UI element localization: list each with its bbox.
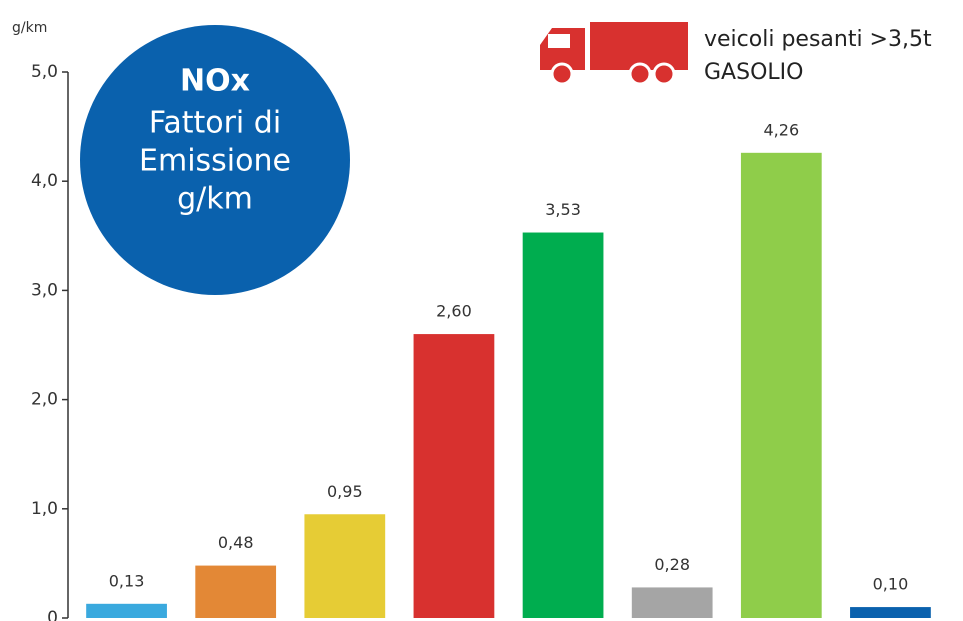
title-badge	[80, 25, 350, 295]
data-label: 0,13	[109, 571, 145, 590]
bar	[304, 514, 386, 618]
y-tick-label: 1,0	[31, 499, 58, 519]
bar	[86, 603, 167, 618]
y-tick-label: 2,0	[31, 390, 58, 410]
bar	[195, 565, 277, 618]
bar	[413, 334, 495, 618]
data-label: 3,53	[545, 200, 581, 219]
y-axis-label: g/km	[12, 20, 47, 36]
annotation: veicoli pesanti >3,5t	[704, 27, 932, 52]
bar	[850, 607, 931, 618]
chart-subtitle: g/km	[177, 182, 253, 217]
data-label: 0,28	[654, 555, 690, 574]
data-label: 0,10	[873, 575, 909, 594]
y-tick-label: 5,0	[31, 62, 58, 82]
data-label: 2,60	[436, 302, 472, 321]
bar	[740, 152, 822, 619]
chart-subtitle: Emissione	[139, 144, 291, 179]
bar	[631, 587, 713, 618]
data-label: 0,95	[327, 482, 363, 501]
data-label: 4,26	[764, 120, 800, 139]
y-tick-label: 0	[47, 608, 58, 621]
data-label: 0,48	[218, 533, 254, 552]
y-tick-label: 4,0	[31, 171, 58, 191]
y-tick-label: 3,0	[31, 280, 58, 300]
annotation: GASOLIO	[704, 60, 803, 85]
bar	[522, 232, 604, 619]
chart-title: NOx	[180, 64, 250, 99]
chart-subtitle: Fattori di	[149, 106, 281, 141]
truck-icon	[540, 22, 688, 86]
